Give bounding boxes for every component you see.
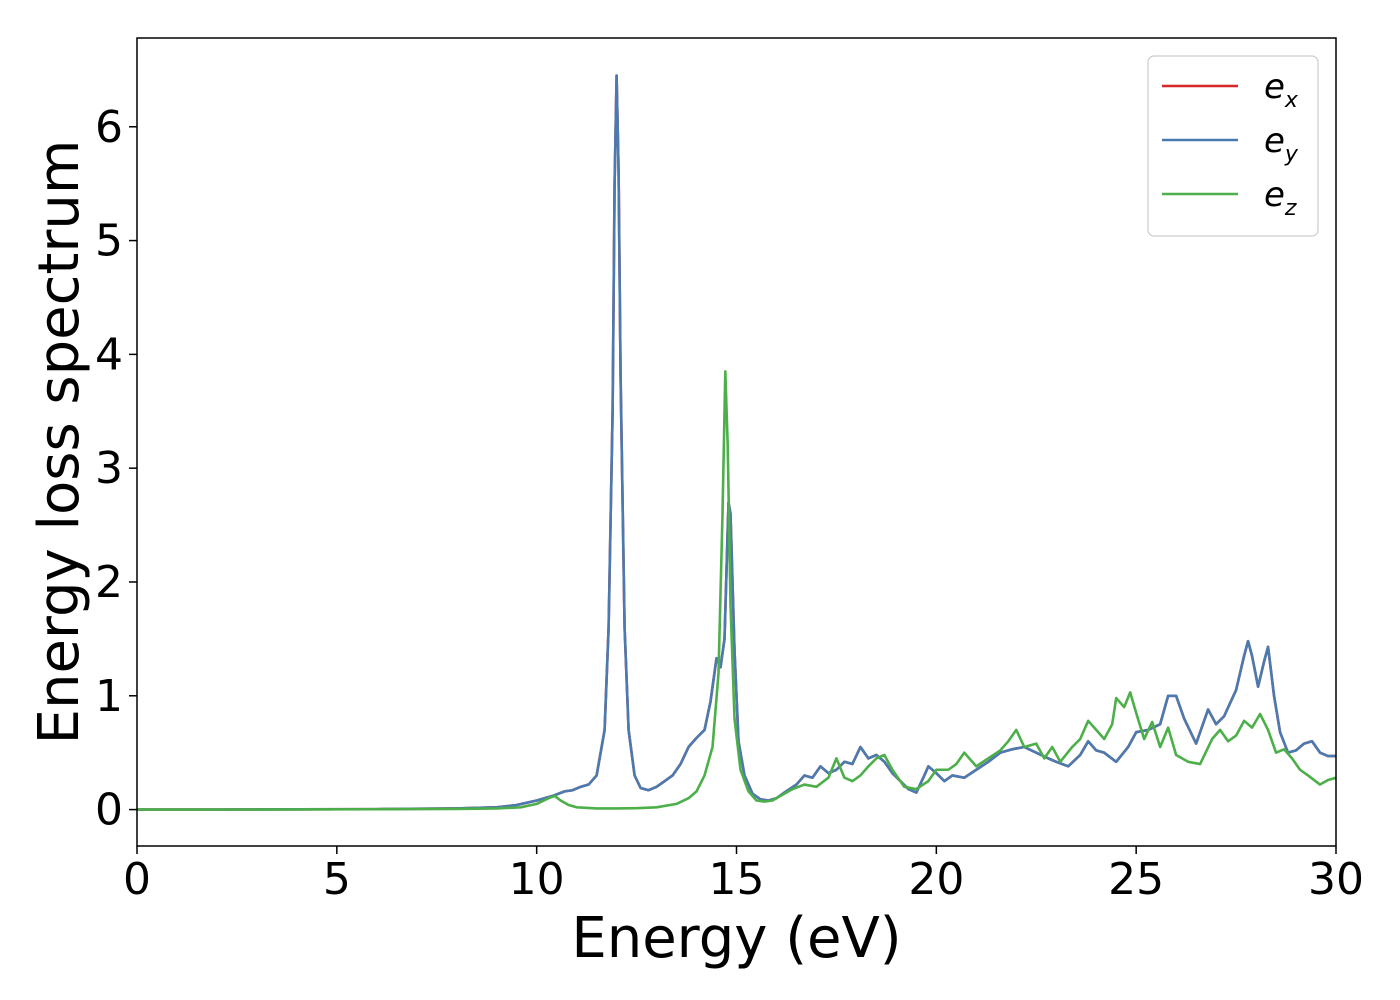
series-line-e-y — [137, 74, 1336, 811]
legend-box — [1147, 55, 1319, 237]
y-tick-label: 1 — [95, 671, 123, 722]
x-axis-title: Energy (eV) — [571, 906, 901, 971]
legend-label-e-z: ez — [1264, 175, 1297, 221]
x-tick-label: 10 — [509, 854, 565, 905]
y-tick-label: 6 — [95, 102, 123, 153]
x-tick-label: 5 — [323, 854, 351, 905]
y-tick-label: 0 — [95, 785, 123, 836]
legend-label-e-x: ex — [1264, 67, 1299, 113]
y-axis-ticks: 0 1 2 3 4 5 6 — [95, 102, 137, 836]
x-tick-label: 30 — [1308, 854, 1364, 905]
x-tick-label: 0 — [123, 854, 151, 905]
x-axis-ticks: 0 5 10 15 20 25 30 — [123, 846, 1364, 905]
y-tick-label: 4 — [95, 329, 123, 380]
x-tick-label: 15 — [709, 854, 765, 905]
x-tick-label: 20 — [908, 854, 964, 905]
legend: ex ey ez — [1147, 55, 1319, 237]
series-layer — [137, 74, 1336, 811]
y-tick-label: 3 — [95, 443, 123, 494]
legend-label-e-y: ey — [1264, 121, 1299, 167]
series-line-e-z — [137, 370, 1336, 811]
y-tick-label: 2 — [95, 557, 123, 608]
y-axis-title: Energy loss spectrum — [27, 140, 92, 745]
y-tick-label: 5 — [95, 216, 123, 267]
x-tick-label: 25 — [1108, 854, 1164, 905]
